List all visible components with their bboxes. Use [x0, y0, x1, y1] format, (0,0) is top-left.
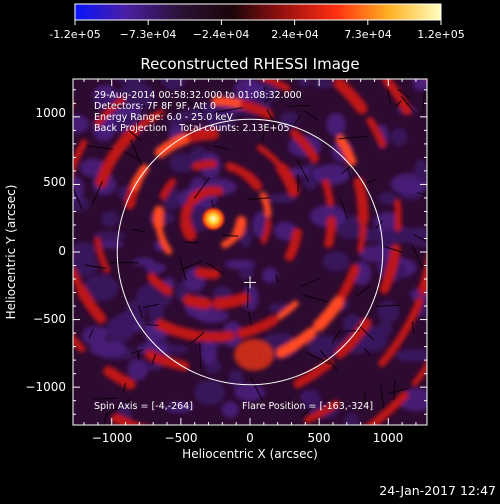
info-energy-range: Energy Range: 6.0 - 25.0 keV: [94, 112, 233, 123]
colorbar-tick-label: 1.2e+05: [417, 28, 464, 41]
y-tick-label: 1000: [35, 106, 66, 120]
y-tick-label: 0: [58, 244, 66, 258]
colorbar-tick-label: 7.3e+04: [344, 28, 391, 41]
x-tick-label: 1000: [373, 431, 404, 445]
flare-source: [200, 206, 226, 232]
plot-title: Reconstructed RHESSI Image: [140, 55, 359, 73]
x-tick-label: 0: [246, 431, 254, 445]
x-tick-label: 500: [308, 431, 331, 445]
timestamp: 24-Jan-2017 12:47: [379, 483, 496, 498]
colorbar-tick-label: −2.4e+04: [193, 28, 250, 41]
y-tick-label: −1000: [25, 380, 66, 394]
info-method-counts: Back Projection Total counts: 2.13E+05: [94, 123, 290, 134]
y-tick-label: 500: [43, 175, 66, 189]
x-tick-label: −1000: [92, 431, 133, 445]
colorbar-tick-label: -1.2e+05: [49, 28, 100, 41]
y-tick-label: −500: [33, 312, 66, 326]
colorbar-ticks: [75, 20, 441, 25]
y-axis-label: Heliocentric Y (arcsec): [4, 185, 18, 320]
colorbar-tick-label: 2.4e+04: [271, 28, 318, 41]
colorbar-tick-label: −7.3e+04: [120, 28, 177, 41]
colorbar: -1.2e+05 −7.3e+04 −2.4e+04 2.4e+04 7.3e+…: [49, 4, 464, 41]
colorbar-gradient: [75, 4, 441, 20]
flare-position-label: Flare Position = [-163,-324]: [242, 401, 373, 412]
spin-axis-label: Spin Axis = [-4,-264]: [94, 401, 193, 412]
x-axis-label: Heliocentric X (arcsec): [182, 447, 318, 461]
x-tick-label: −500: [165, 431, 198, 445]
info-detectors: Detectors: 7F 8F 9F, Att 0: [94, 101, 216, 112]
info-time-range: 29-Aug-2014 00:58:32.000 to 01:08:32.000: [94, 90, 302, 101]
